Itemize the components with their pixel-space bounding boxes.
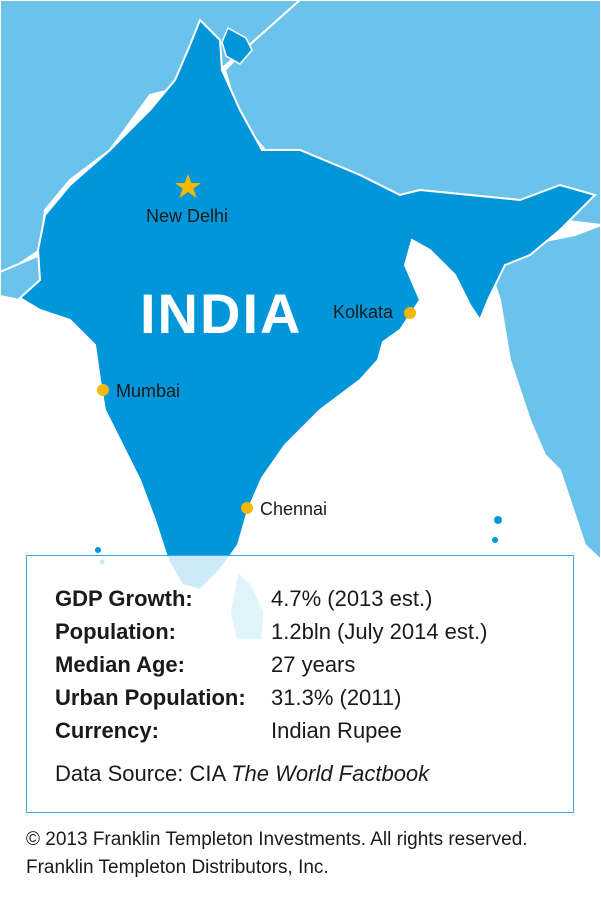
data-source: Data Source: CIA The World Factbook: [55, 761, 545, 787]
distributor-line: Franklin Templeton Distributors, Inc.: [26, 857, 329, 878]
stat-value: Indian Rupee: [271, 717, 402, 743]
stat-label: Currency:: [55, 717, 159, 743]
city-label-new-delhi: New Delhi: [146, 206, 228, 226]
india-map: INDIA New Delhi Kolkata Mumbai Chennai: [0, 0, 601, 640]
stat-row-gdp: GDP Growth: 4.7% (2013 est.): [55, 582, 545, 615]
stat-value: 27 years: [271, 651, 356, 677]
map-svg: INDIA New Delhi Kolkata Mumbai Chennai: [0, 0, 601, 640]
stat-label: GDP Growth:: [55, 585, 193, 611]
stat-label: Median Age:: [55, 651, 185, 677]
stat-value: 31.3% (2011): [271, 684, 402, 710]
island: [95, 547, 101, 553]
city-label-kolkata: Kolkata: [333, 302, 394, 322]
stat-row-urban-population: Urban Population: 31.3% (2011): [55, 681, 545, 714]
stats-panel: GDP Growth: 4.7% (2013 est.) Population:…: [26, 555, 574, 813]
city-label-mumbai: Mumbai: [116, 381, 180, 401]
data-source-prefix: Data Source: CIA: [55, 761, 232, 786]
stat-label: Urban Population:: [55, 684, 246, 710]
capital-star-icon: [175, 174, 201, 198]
stat-value: 1.2bln (July 2014 est.): [271, 618, 488, 644]
island: [492, 537, 498, 543]
island: [494, 516, 502, 524]
city-label-chennai: Chennai: [260, 499, 327, 519]
stat-value: 4.7% (2013 est.): [271, 585, 433, 611]
country-label: INDIA: [140, 282, 302, 345]
stat-row-population: Population: 1.2bln (July 2014 est.): [55, 615, 545, 648]
footer: © 2013 Franklin Templeton Investments. A…: [26, 826, 528, 882]
india-territory: [18, 18, 597, 592]
city-marker-icon: [97, 384, 109, 396]
stat-label: Population:: [55, 618, 176, 644]
stat-row-currency: Currency: Indian Rupee: [55, 714, 545, 747]
city-marker-icon: [241, 502, 253, 514]
copyright-line: © 2013 Franklin Templeton Investments. A…: [26, 829, 528, 850]
city-marker-icon: [404, 307, 416, 319]
stat-row-median-age: Median Age: 27 years: [55, 648, 545, 681]
data-source-title: The World Factbook: [231, 761, 430, 786]
region-highlight: [221, 26, 253, 65]
